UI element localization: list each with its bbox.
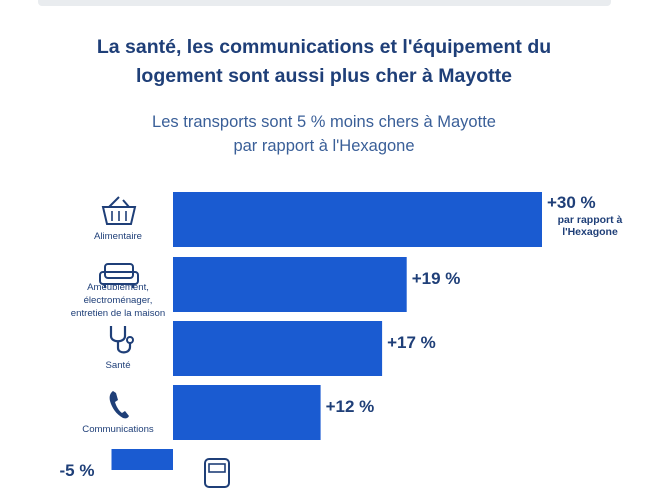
bar-3 bbox=[173, 385, 321, 440]
phone-icon bbox=[109, 391, 129, 419]
value-label-1: +19 % bbox=[411, 269, 461, 288]
top-bar bbox=[38, 0, 611, 6]
bar-note: par rapport à l'Hexagone bbox=[540, 214, 640, 238]
bar-note-line-1: par rapport à bbox=[557, 214, 623, 226]
title-line-2: logement sont aussi plus cher à Mayotte bbox=[135, 65, 512, 87]
bar-0 bbox=[173, 192, 542, 247]
title-line-1: La santé, les communications et l'équipe… bbox=[96, 36, 552, 58]
chart-title: La santé, les communications et l'équipe… bbox=[0, 33, 648, 91]
subtitle-line-2: par rapport à l'Hexagone bbox=[233, 137, 415, 155]
category-label-0: Alimentaire bbox=[50, 230, 186, 243]
subtitle-line-1: Les transports sont 5 % moins chers à Ma… bbox=[152, 113, 496, 131]
category-label-line: électroménager, bbox=[83, 295, 153, 306]
sofa-icon bbox=[99, 263, 139, 288]
value-label-2: +17 % bbox=[387, 333, 436, 352]
value-label-0: +30 % bbox=[547, 193, 596, 212]
bar-4 bbox=[111, 449, 173, 470]
stethoscope-icon bbox=[109, 326, 134, 354]
category-label-2: Santé bbox=[50, 359, 186, 372]
category-label-line: Alimentaire bbox=[94, 231, 142, 242]
category-label-line: entretien de la maison bbox=[70, 308, 166, 319]
value-label-4: -5 % bbox=[59, 461, 95, 480]
category-label-line: Ameublement, bbox=[87, 282, 149, 293]
chart-subtitle: Les transports sont 5 % moins chers à Ma… bbox=[0, 110, 648, 158]
car-icon bbox=[204, 458, 230, 488]
category-label-3: Communications bbox=[50, 423, 186, 436]
basket-icon bbox=[101, 196, 137, 225]
bar-note-line-2: l'Hexagone bbox=[562, 226, 618, 238]
bar-chart bbox=[111, 192, 542, 470]
value-label-3: +12 % bbox=[325, 397, 375, 416]
bar-2 bbox=[173, 321, 383, 376]
category-label-line: Santé bbox=[105, 360, 131, 371]
bar-1 bbox=[173, 257, 407, 312]
category-label-1: Ameublement, électroménager, entretien de … bbox=[50, 281, 186, 320]
category-label-line: Communications bbox=[82, 424, 154, 435]
